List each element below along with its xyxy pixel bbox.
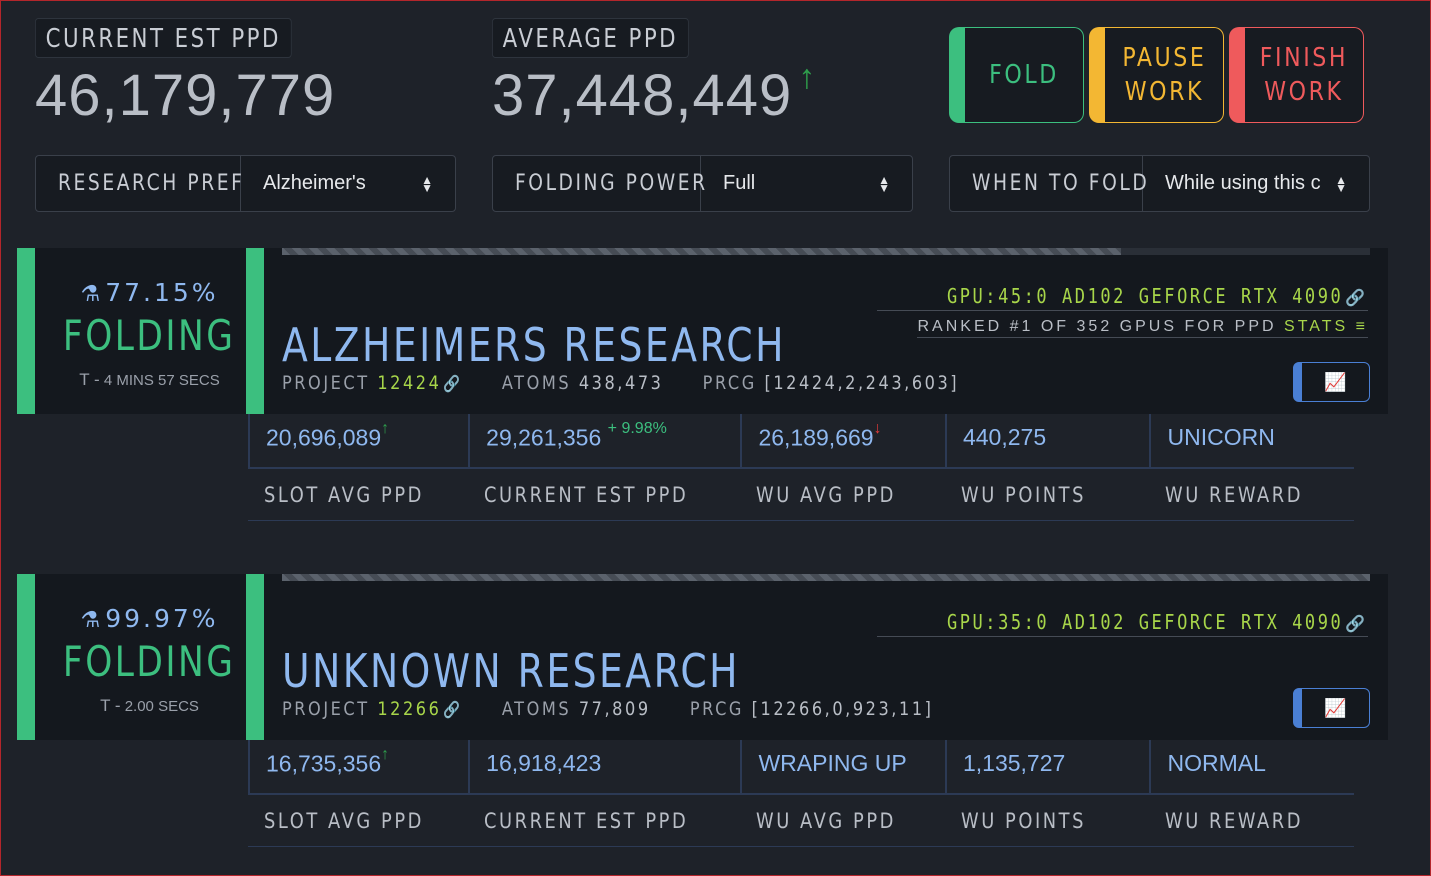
flask-icon: ⚗ [80, 282, 104, 307]
slot-accent-bar [246, 248, 264, 414]
link-icon: 🔗 [1345, 614, 1368, 633]
wu-points-value: 1,135,727 [944, 740, 1150, 795]
link-icon: 🔗 [443, 374, 463, 393]
slot-details: GPU:45:0 AD102 GEFORCE RTX 4090 🔗 RANKED … [264, 248, 1388, 414]
database-icon: ≡ [1355, 318, 1368, 335]
average-ppd-value: 37,448,449 ↑ [492, 58, 816, 129]
when-to-fold-value: While using this c [1165, 172, 1321, 194]
trend-up-icon: ↑ [381, 746, 390, 763]
wu-reward-label: WU REWARD [1149, 469, 1354, 521]
chart-button[interactable]: 📈 [1293, 688, 1370, 728]
current-est-ppd-value: 29,261,356 + 9.98% [468, 414, 741, 469]
gpu-link[interactable]: GPU:35:0 AD102 GEFORCE RTX 4090 🔗 [876, 610, 1368, 637]
research-pref-value: Alzheimer's [263, 172, 366, 194]
slot-eta: T - 2.00 SECS [100, 696, 199, 715]
select-caret-icon: ▲ ▼ [878, 172, 890, 195]
slot-accent-bar [246, 574, 264, 740]
wu-reward-label: WU REWARD [1149, 795, 1354, 847]
project-meta: PROJECT 12266 🔗 ATOMS 77,809 PRCG [12266,… [282, 698, 934, 720]
research-pref-label: RESEARCH PREF [36, 156, 242, 211]
when-to-fold-label: WHEN TO FOLD [950, 156, 1147, 211]
chart-line-icon: 📈 [1324, 371, 1347, 392]
current-est-ppd-number: 46,179,779 [35, 63, 336, 128]
slot-2-stats-grid: 16,735,356↑ 16,918,423 WRAPING UP 1,135,… [248, 740, 1354, 847]
finish-work-button-label: FINISH WORK [1259, 43, 1349, 107]
wu-avg-ppd-value: 26,189,669↓ [740, 414, 945, 469]
current-est-ppd-stat: CURRENT EST PPD 46,179,779 [35, 18, 348, 129]
average-ppd-stat: AVERAGE PPD 37,448,449 ↑ [492, 18, 816, 129]
slot-avg-ppd-label: SLOT AVG PPD [248, 469, 469, 521]
research-pref-select[interactable]: Alzheimer's ▲ ▼ [241, 156, 455, 211]
folding-power-label: FOLDING POWER [493, 156, 705, 211]
slot-progress-bar [282, 574, 1370, 581]
slot-avg-ppd-label: SLOT AVG PPD [248, 795, 469, 847]
slot-1-stats-grid: 20,696,089↑ 29,261,356 + 9.98% 26,189,66… [248, 414, 1354, 521]
folding-power-value: Full [723, 172, 756, 194]
slot-progress-fill [282, 574, 1370, 581]
slot-progress-fill [282, 248, 1122, 255]
when-to-fold-select[interactable]: While using this c ▲ ▼ [1143, 156, 1369, 211]
select-caret-icon: ▲ ▼ [421, 172, 433, 195]
wu-avg-ppd-value: WRAPING UP [740, 740, 945, 795]
finish-work-button[interactable]: FINISH WORK [1229, 27, 1364, 123]
slot-avg-ppd-value: 20,696,089↑ [248, 414, 469, 469]
folding-power-select[interactable]: Full ▲ ▼ [701, 156, 912, 211]
slot-progress-percent: ⚗77.15% [80, 278, 219, 307]
wu-points-label: WU POINTS [944, 469, 1150, 521]
slot-status: FOLDING [63, 311, 236, 360]
chart-button[interactable]: 📈 [1293, 362, 1370, 402]
gpu-rank-text: RANKED #1 OF 352 GPUS FOR PPD STATS ≡ [917, 318, 1368, 338]
slot-progress-bar [282, 248, 1370, 255]
current-est-ppd-value: 46,179,779 [35, 62, 348, 129]
link-icon: 🔗 [443, 700, 463, 719]
slot-status: FOLDING [63, 637, 236, 686]
slot-eta: T - 4 MINS 57 SECS [79, 370, 220, 389]
research-title: ALZHEIMERS RESEARCH [282, 318, 786, 372]
average-ppd-number: 37,448,449 [492, 63, 793, 128]
flask-icon: ⚗ [80, 608, 104, 633]
trend-up-icon: ↑ [381, 420, 390, 437]
wu-avg-ppd-label: WU AVG PPD [740, 795, 945, 847]
pause-work-button-label: PAUSE WORK [1122, 43, 1206, 107]
slot-details: GPU:35:0 AD102 GEFORCE RTX 4090 🔗 UNKNOWN… [264, 574, 1388, 740]
slot-avg-ppd-value: 16,735,356↑ [248, 740, 469, 795]
average-ppd-label: AVERAGE PPD [492, 18, 689, 58]
project-link[interactable]: 12424 🔗 [377, 372, 463, 394]
project-link[interactable]: 12266 🔗 [377, 698, 463, 720]
ppd-change-badge: + 9.98% [607, 420, 667, 437]
wu-reward-value: UNICORN [1149, 414, 1354, 469]
research-pref-select-group: RESEARCH PREF Alzheimer's ▲ ▼ [35, 155, 456, 212]
slot-status-panel: ⚗99.97% FOLDING T - 2.00 SECS [17, 574, 264, 740]
current-est-ppd-label: CURRENT EST PPD [468, 469, 741, 521]
project-meta: PROJECT 12424 🔗 ATOMS 438,473 PRCG [12424… [282, 372, 960, 394]
link-icon: 🔗 [1345, 288, 1368, 307]
slot-status-panel: ⚗77.15% FOLDING T - 4 MINS 57 SECS [17, 248, 264, 414]
wu-points-value: 440,275 [944, 414, 1150, 469]
chart-line-icon: 📈 [1324, 697, 1347, 718]
wu-reward-value: NORMAL [1149, 740, 1354, 795]
trend-down-icon: ↓ [873, 420, 882, 437]
wu-avg-ppd-label: WU AVG PPD [740, 469, 945, 521]
slot-progress-percent: ⚗99.97% [80, 604, 219, 633]
current-est-ppd-label: CURRENT EST PPD [468, 795, 741, 847]
folding-power-select-group: FOLDING POWER Full ▲ ▼ [492, 155, 913, 212]
select-caret-icon: ▲ ▼ [1335, 172, 1347, 195]
current-est-ppd-value: 16,918,423 [468, 740, 741, 795]
gpu-link[interactable]: GPU:45:0 AD102 GEFORCE RTX 4090 🔗 [876, 284, 1368, 311]
wu-points-label: WU POINTS [944, 795, 1150, 847]
fold-button[interactable]: FOLD [949, 27, 1084, 123]
current-est-ppd-label: CURRENT EST PPD [35, 18, 292, 58]
stats-link[interactable]: STATS ≡ [1284, 318, 1368, 335]
trend-up-icon: ↑ [798, 58, 817, 96]
research-title: UNKNOWN RESEARCH [282, 644, 740, 698]
when-to-fold-select-group: WHEN TO FOLD While using this c ▲ ▼ [949, 155, 1370, 212]
fold-button-label: FOLD [989, 60, 1059, 90]
pause-work-button[interactable]: PAUSE WORK [1089, 27, 1224, 123]
